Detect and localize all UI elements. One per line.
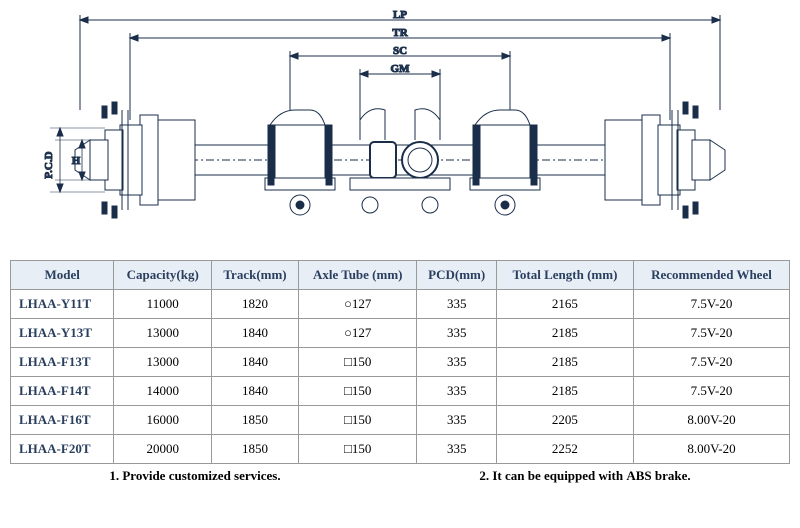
cell-model: LHAA-Y13T (11, 319, 114, 348)
cell-value: 14000 (114, 377, 212, 406)
cell-model: LHAA-F14T (11, 377, 114, 406)
cell-value: □150 (298, 377, 417, 406)
col-header: Total Length (mm) (496, 261, 633, 290)
cell-value: □150 (298, 406, 417, 435)
table-row: LHAA-F16T160001850□15033522058.00V-20 (11, 406, 790, 435)
note-1: 1. Provide customized services. (109, 468, 280, 484)
label-lp: LP (393, 10, 407, 21)
cell-value: 20000 (114, 435, 212, 464)
cell-value: 335 (417, 290, 496, 319)
cell-value: 2185 (496, 319, 633, 348)
cell-value: 13000 (114, 319, 212, 348)
cell-value: 1850 (212, 435, 299, 464)
table-header: ModelCapacity(kg)Track(mm)Axle Tube (mm)… (11, 261, 790, 290)
left-bracket (265, 110, 335, 215)
right-bracket (470, 110, 540, 215)
table-row: LHAA-F13T130001840□15033521857.5V-20 (11, 348, 790, 377)
cell-value: □150 (298, 435, 417, 464)
cell-value: 335 (417, 319, 496, 348)
cell-value: 16000 (114, 406, 212, 435)
cell-value: 2165 (496, 290, 633, 319)
label-tr: TR (392, 27, 408, 39)
col-header: Track(mm) (212, 261, 299, 290)
table-row: LHAA-F20T200001850□15033522528.00V-20 (11, 435, 790, 464)
cell-model: LHAA-F13T (11, 348, 114, 377)
cell-value: 8.00V-20 (633, 435, 789, 464)
col-header: Model (11, 261, 114, 290)
cell-value: 11000 (114, 290, 212, 319)
cell-value: 1840 (212, 348, 299, 377)
cell-value: 2252 (496, 435, 633, 464)
note-2: 2. It can be equipped with ABS brake. (479, 468, 690, 484)
col-header: PCD(mm) (417, 261, 496, 290)
cell-value: 335 (417, 377, 496, 406)
left-hub (75, 102, 195, 218)
table-body: LHAA-Y11T110001820○12733521657.5V-20LHAA… (11, 290, 790, 464)
axle-svg: LP TR SC GM (10, 10, 790, 250)
cell-value: 1850 (212, 406, 299, 435)
label-h: H (72, 155, 81, 167)
cell-value: 8.00V-20 (633, 406, 789, 435)
col-header: Recommended Wheel (633, 261, 789, 290)
cell-value: 13000 (114, 348, 212, 377)
col-header: Capacity(kg) (114, 261, 212, 290)
cell-value: 7.5V-20 (633, 290, 789, 319)
specs-table: ModelCapacity(kg)Track(mm)Axle Tube (mm)… (10, 260, 790, 464)
col-header: Axle Tube (mm) (298, 261, 417, 290)
cell-model: LHAA-F20T (11, 435, 114, 464)
cell-model: LHAA-Y11T (11, 290, 114, 319)
cell-value: 1840 (212, 377, 299, 406)
table-row: LHAA-Y11T110001820○12733521657.5V-20 (11, 290, 790, 319)
notes-row: 1. Provide customized services. 2. It ca… (10, 468, 790, 484)
right-hub (605, 102, 725, 218)
table-row: LHAA-Y13T130001840○12733521857.5V-20 (11, 319, 790, 348)
axle-diagram: LP TR SC GM (10, 10, 790, 250)
cell-value: 335 (417, 348, 496, 377)
cell-value: 7.5V-20 (633, 348, 789, 377)
cell-value: 7.5V-20 (633, 377, 789, 406)
cell-value: ○127 (298, 290, 417, 319)
cell-model: LHAA-F16T (11, 406, 114, 435)
cell-value: 335 (417, 435, 496, 464)
label-pcd: P.C.D (43, 151, 55, 178)
cell-value: □150 (298, 348, 417, 377)
cell-value: 2205 (496, 406, 633, 435)
cell-value: ○127 (298, 319, 417, 348)
label-sc: SC (393, 45, 407, 57)
cell-value: 1820 (212, 290, 299, 319)
cell-value: 2185 (496, 348, 633, 377)
table-row: LHAA-F14T140001840□15033521857.5V-20 (11, 377, 790, 406)
cell-value: 335 (417, 406, 496, 435)
cell-value: 1840 (212, 319, 299, 348)
label-gm: GM (391, 63, 411, 75)
cell-value: 2185 (496, 377, 633, 406)
cell-value: 7.5V-20 (633, 319, 789, 348)
